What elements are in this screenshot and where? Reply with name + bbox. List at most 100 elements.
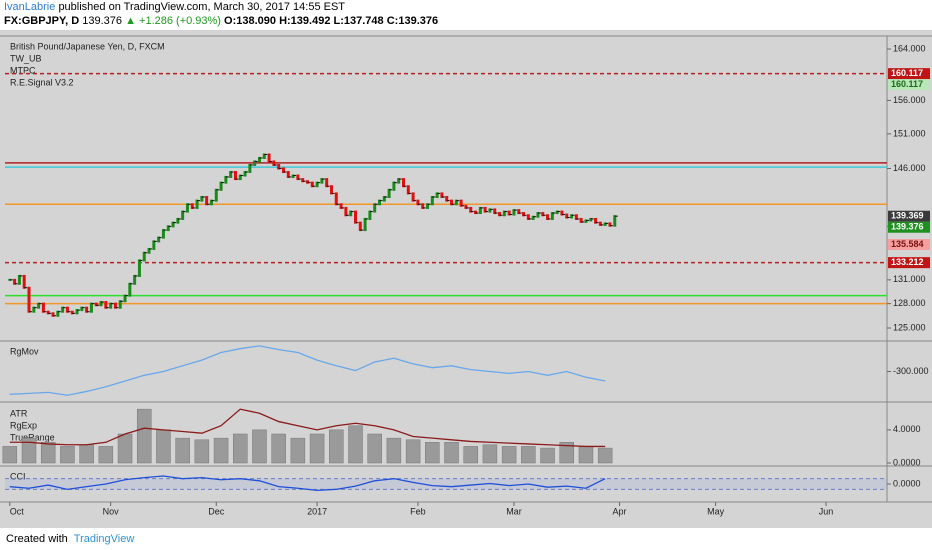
published: published on TradingView.com, March 30, …: [58, 1, 346, 13]
bar: [156, 429, 171, 464]
symbol: FX:GBPJPY, D: [4, 15, 80, 27]
price-bar: [181, 210, 185, 220]
brand[interactable]: TradingView: [73, 533, 135, 545]
created: Created with: [6, 533, 68, 545]
price-bar: [243, 170, 247, 177]
price-bar: [113, 302, 117, 309]
bar: [60, 446, 75, 464]
legend-entry: RgExp: [10, 420, 37, 430]
price-label: 139.369: [891, 211, 924, 221]
price-bar: [421, 203, 425, 209]
pane-title: ATR: [10, 408, 28, 418]
price-bar: [133, 274, 137, 285]
price-bar: [574, 214, 578, 220]
price-bar: [387, 188, 391, 199]
indicator-label: R.E.Signal V3.2: [10, 77, 74, 87]
series-line: [9, 408, 606, 448]
price-bar: [488, 208, 492, 213]
price-bar: [22, 274, 26, 289]
bar: [540, 447, 555, 464]
price-bar: [46, 310, 50, 315]
price-bar: [598, 221, 602, 226]
price-bar: [147, 247, 151, 254]
price-bar: [358, 221, 362, 232]
price-bar: [555, 210, 559, 215]
price-bar: [406, 185, 410, 195]
price-bar: [272, 160, 276, 166]
price-bar: [51, 312, 55, 317]
price-label-box: [888, 79, 930, 91]
bar: [40, 442, 56, 464]
price-bar: [339, 203, 343, 209]
price-bar: [80, 306, 84, 312]
bar: [233, 433, 248, 464]
price-bar: [257, 156, 261, 163]
price-bar: [195, 199, 199, 209]
bar: [597, 447, 613, 464]
price-label-box: [888, 239, 930, 251]
bar: [136, 408, 152, 464]
price-bar: [546, 214, 550, 220]
price-bar: [262, 153, 266, 159]
author[interactable]: IvanLabrie: [4, 1, 56, 13]
series-line: [9, 475, 606, 492]
price-label-box: [888, 68, 930, 80]
footer: Created with TradingView: [0, 528, 932, 550]
price-label: 160.117: [891, 79, 923, 89]
bar: [425, 442, 440, 464]
price-label-box: [888, 210, 930, 222]
y-tick-label: 128.000: [893, 298, 926, 308]
price-bar: [281, 167, 285, 173]
price-bar: [205, 196, 209, 206]
price-bar: [594, 217, 598, 224]
price-bar: [17, 274, 21, 285]
y-tick-label: 164.000: [893, 43, 926, 53]
price-bar: [454, 199, 458, 206]
bar: [348, 425, 363, 464]
price-bar: [550, 212, 554, 220]
price-bar: [392, 181, 396, 191]
price-bar: [229, 170, 233, 178]
last: 139.376: [82, 15, 123, 27]
y-tick-label: 151.000: [893, 128, 926, 138]
x-tick-label: Jun: [819, 506, 834, 516]
price-bar: [152, 240, 156, 250]
price-bar: [589, 217, 593, 222]
y-tick-label: -300.000: [893, 366, 929, 376]
bar: [405, 439, 421, 464]
price-bar: [200, 196, 204, 202]
bar: [329, 429, 344, 464]
bar: [79, 444, 94, 464]
price-bar: [233, 170, 237, 181]
price-bar: [512, 209, 516, 216]
x-tick-label: Feb: [410, 506, 426, 516]
price-bar: [445, 196, 449, 202]
price-bar: [493, 208, 497, 215]
price-bar: [397, 178, 401, 184]
price-bar: [603, 222, 607, 226]
band-fill: [5, 478, 887, 490]
price-bar: [353, 210, 357, 224]
price-label-box: [888, 221, 930, 233]
bar: [367, 433, 382, 464]
price-label: 160.117: [891, 68, 923, 78]
indicator-label: MTPC: [10, 65, 36, 75]
price-bar: [320, 178, 324, 184]
quote-line: FX:GBPJPY, D 139.376 ▲ +1.286 (+0.93%) O…: [4, 14, 932, 28]
price-bar: [378, 199, 382, 206]
price-bar: [238, 174, 242, 181]
price-bar: [118, 300, 122, 309]
price-bar: [209, 199, 213, 206]
price-bar: [402, 178, 406, 188]
price-bar: [61, 306, 65, 313]
bar: [213, 437, 229, 464]
price-bar: [464, 204, 468, 209]
price-bar: [526, 214, 530, 220]
price-bar: [435, 192, 439, 199]
bar: [501, 446, 517, 464]
price-bar: [430, 196, 434, 206]
price-bar: [128, 282, 132, 297]
price-bar: [382, 196, 386, 202]
bar: [559, 442, 575, 464]
